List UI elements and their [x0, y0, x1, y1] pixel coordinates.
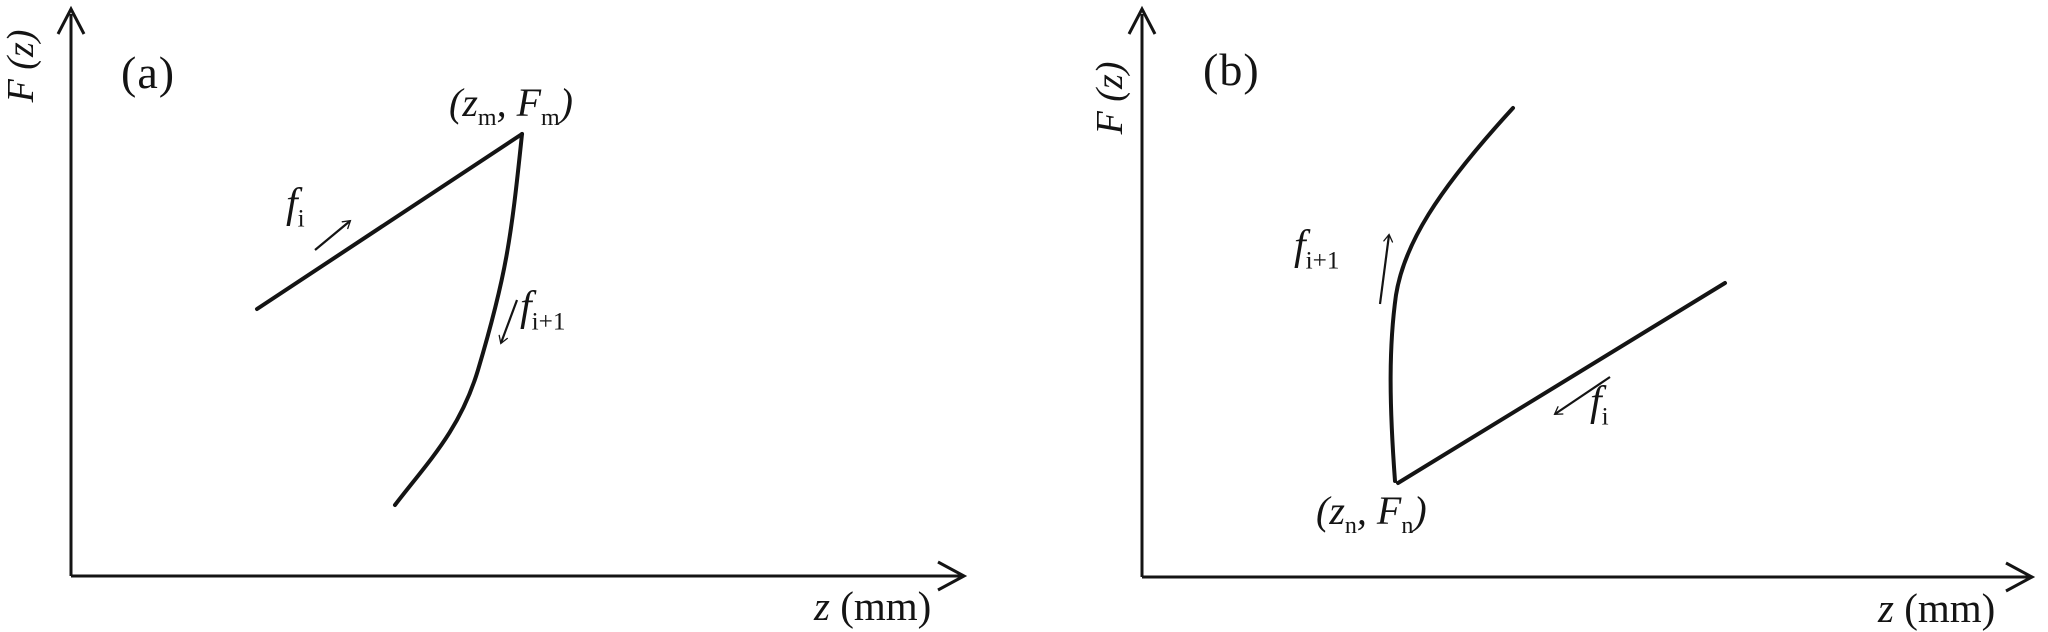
- panel-b-rising-label-sub: i+1: [1305, 247, 1340, 275]
- panel-b-x-axis-label-unit: (mm): [1893, 585, 1996, 631]
- panel-b-rising-curve: [1388, 106, 1515, 483]
- panel-a-x-axis-arrowhead-icon: [937, 560, 968, 592]
- panel-a-y-axis-label: F (z): [0, 29, 42, 103]
- panel-a-unloading-label-var: f: [520, 284, 532, 330]
- panel-b-line-label: fi: [1590, 379, 1609, 429]
- panel-a-peak-point-label: (zm, Fm): [449, 80, 573, 131]
- panel-a-loading-direction-arrow-icon: [314, 219, 352, 251]
- panel-a-unloading-direction-arrow-icon: [498, 299, 519, 345]
- panel-b-line-label-var: f: [1590, 379, 1602, 425]
- panel-a-unloading-label-sub: i+1: [531, 308, 566, 336]
- panel-a-unloading-curve: [393, 132, 524, 507]
- panel-b-y-axis-label: F (z): [1089, 61, 1131, 135]
- panel-b-x-axis-label: z (mm): [1878, 588, 1995, 629]
- panel-b-rising-label: fi+1: [1294, 223, 1339, 273]
- panel-b-start-main1: (z: [1316, 488, 1345, 533]
- panel-b-tag: (b): [1203, 44, 1260, 95]
- panel-a-peak-sub2: m: [541, 105, 560, 131]
- panel-a-loading-label: fi: [286, 181, 305, 231]
- panel-b-x-axis-label-var: z: [1878, 585, 1894, 631]
- panel-a-loading-line: [255, 132, 524, 311]
- panel-a-x-axis-label-var: z: [814, 583, 830, 629]
- panel-a-peak-main1: (z: [449, 80, 478, 125]
- panel-b-start-main3: ): [1413, 488, 1427, 533]
- panel-b-y-axis-arrowhead-icon: [1127, 5, 1157, 35]
- panel-b-rising-direction-arrow-icon: [1378, 233, 1394, 305]
- panel-a-loading-label-sub: i: [297, 205, 305, 233]
- panel-a-y-axis-arrowhead-icon: [56, 5, 86, 35]
- panel-b-line-direction-arrow-icon: [1553, 376, 1611, 415]
- panel-a-unloading-label: fi+1: [520, 284, 565, 334]
- panel-a-tag: (a): [121, 47, 176, 98]
- panel-b-start-sub2: n: [1401, 513, 1414, 539]
- panel-b-start-point-label: (zn, Fn): [1316, 488, 1427, 539]
- panel-a-peak-sub1: m: [477, 105, 497, 131]
- panel-b-rising-label-var: f: [1294, 223, 1306, 269]
- panel-a-peak-main2: , F: [496, 80, 541, 125]
- panel-a-peak-main3: ): [559, 80, 573, 125]
- panel-a-x-axis-label-unit: (mm): [829, 583, 932, 629]
- panel-a-x-axis-label: z (mm): [814, 586, 931, 627]
- panel-a-loading-label-var: f: [286, 181, 298, 227]
- panel-b-straight-line: [1396, 281, 1727, 485]
- panel-b-x-axis-arrowhead-icon: [2005, 561, 2036, 593]
- panel-b-line-label-sub: i: [1601, 403, 1609, 431]
- panel-b-start-sub1: n: [1344, 513, 1357, 539]
- panel-b-start-main2: , F: [1356, 488, 1402, 533]
